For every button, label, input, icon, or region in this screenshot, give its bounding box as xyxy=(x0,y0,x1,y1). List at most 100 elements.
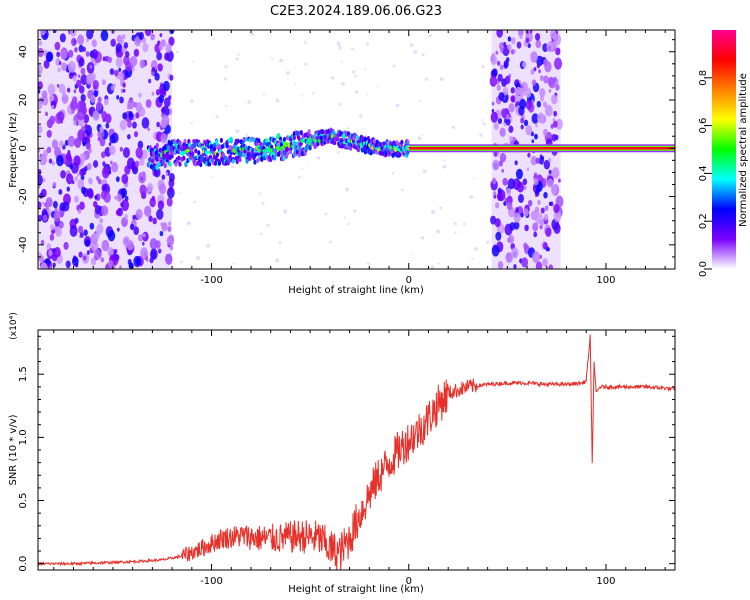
noise-speck xyxy=(473,177,475,180)
snr-y-multiplier: (x10⁴) xyxy=(9,312,19,339)
noise-blob xyxy=(49,115,56,125)
signal-blob xyxy=(194,148,198,154)
noise-blob xyxy=(149,238,158,250)
noise-blob xyxy=(72,75,77,82)
noise-blob xyxy=(495,231,502,241)
noise-blob xyxy=(494,218,501,228)
snr-y-axis-label: SNR (10 * v/v) xyxy=(8,414,19,485)
noise-blob xyxy=(550,184,558,195)
noise-blob xyxy=(101,166,110,179)
noise-speck xyxy=(421,134,424,137)
noise-blob xyxy=(165,171,169,176)
noise-blob xyxy=(85,238,91,247)
noise-blob xyxy=(78,57,85,67)
noise-blob xyxy=(101,110,108,120)
noise-blob xyxy=(543,128,548,137)
noise-blob xyxy=(125,51,130,58)
noise-blob xyxy=(68,72,74,80)
signal-blob xyxy=(155,142,159,148)
noise-blob xyxy=(539,75,544,82)
noise-blob xyxy=(143,251,148,258)
noise-blob xyxy=(91,39,97,48)
signal-blob xyxy=(238,157,242,163)
noise-speck xyxy=(278,241,282,245)
y-tick-label: 1.0 xyxy=(18,429,29,445)
noise-blob xyxy=(71,108,75,114)
noise-blob xyxy=(155,89,161,96)
noise-blob xyxy=(166,235,175,247)
noise-blob xyxy=(527,152,531,158)
signal-blob xyxy=(157,161,161,167)
noise-blob xyxy=(71,37,77,47)
noise-blob xyxy=(56,111,65,123)
noise-blob xyxy=(538,156,544,165)
noise-speck xyxy=(428,34,432,38)
y-tick-label: 1.5 xyxy=(18,366,29,382)
noise-speck xyxy=(176,50,179,54)
noise-blob xyxy=(127,133,131,140)
noise-blob xyxy=(138,31,144,40)
noise-blob xyxy=(542,258,548,267)
noise-blob xyxy=(161,107,166,114)
noise-speck xyxy=(298,175,301,179)
noise-speck xyxy=(294,82,297,85)
noise-blob xyxy=(506,201,513,211)
noise-blob xyxy=(168,36,175,46)
noise-blob xyxy=(134,160,140,168)
noise-blob xyxy=(46,51,54,62)
noise-blob xyxy=(51,160,55,166)
noise-speck xyxy=(439,77,444,82)
noise-blob xyxy=(150,248,158,260)
signal-blob xyxy=(182,155,186,161)
noise-blob xyxy=(55,227,62,238)
signal-blob xyxy=(221,152,225,158)
signal-blob xyxy=(228,154,232,160)
noise-blob xyxy=(528,199,533,207)
snr-x-axis-label: Height of straight line (km) xyxy=(288,584,424,595)
noise-speck xyxy=(193,200,196,204)
signal-blob xyxy=(181,151,185,157)
noise-speck xyxy=(279,58,284,63)
noise-blob xyxy=(122,82,126,88)
noise-blob xyxy=(119,119,127,131)
noise-speck xyxy=(422,169,427,174)
noise-blob xyxy=(553,210,562,222)
signal-blob xyxy=(177,155,181,161)
colorbar: 0.0 0.2 0.4 0.6 0.8 Normalized spectral ampl… xyxy=(698,30,749,277)
signal-blob xyxy=(215,152,220,158)
noise-speck xyxy=(420,236,425,240)
noise-blob xyxy=(534,33,541,41)
noise-speck xyxy=(337,150,340,154)
noise-blob xyxy=(127,120,132,128)
noise-blob xyxy=(56,83,60,88)
signal-blob xyxy=(201,156,205,162)
noise-blob xyxy=(520,212,524,218)
noise-blob xyxy=(58,220,64,229)
noise-blob xyxy=(538,69,541,74)
noise-blob xyxy=(46,129,52,138)
noise-blob xyxy=(107,56,113,64)
noise-speck xyxy=(395,103,400,108)
signal-blob xyxy=(178,140,182,146)
noise-blob xyxy=(94,205,102,215)
noise-blob xyxy=(497,187,502,194)
signal-blob xyxy=(395,140,399,146)
noise-blob xyxy=(56,51,61,58)
noise-blob xyxy=(114,195,117,200)
noise-blob xyxy=(533,231,538,238)
noise-blob xyxy=(57,67,61,73)
colorbar-tick-label: 0.0 xyxy=(698,261,709,277)
noise-blob xyxy=(547,45,552,52)
noise-blob xyxy=(52,200,58,209)
noise-blob xyxy=(122,34,126,40)
noise-blob xyxy=(73,155,81,167)
signal-blob xyxy=(307,129,311,135)
noise-blob xyxy=(38,47,44,58)
noise-blob xyxy=(147,127,150,132)
noise-blob xyxy=(490,55,498,66)
noise-speck xyxy=(376,85,379,88)
noise-blob xyxy=(489,75,498,87)
signal-blob xyxy=(235,159,239,165)
noise-blob xyxy=(38,41,42,46)
